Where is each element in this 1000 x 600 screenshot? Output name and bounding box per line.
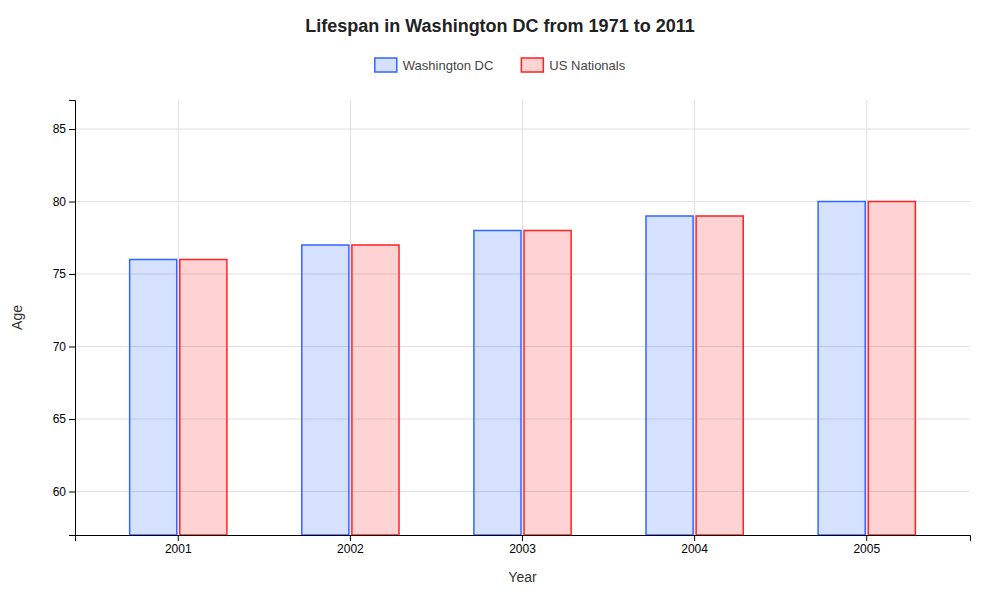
grid-line-x xyxy=(350,100,351,535)
x-tick: 2004 xyxy=(681,535,708,556)
bar xyxy=(474,231,521,536)
x-axis-line xyxy=(76,536,971,542)
bar xyxy=(130,260,177,536)
bar xyxy=(352,245,399,535)
y-tick-mark xyxy=(69,347,75,348)
y-axis-title: Age xyxy=(9,305,25,330)
bar xyxy=(524,231,571,536)
legend-item: US Nationals xyxy=(521,58,625,73)
bar-series xyxy=(130,202,866,536)
y-tick-label: 75 xyxy=(53,267,67,281)
chart-title: Lifespan in Washington DC from 1971 to 2… xyxy=(305,16,694,36)
plot-area: 2001 2002 2003 2004 2005 60 65 70 75 80 85 xyxy=(53,100,971,556)
x-tick-label: 2002 xyxy=(337,542,364,556)
y-tick-mark xyxy=(69,129,75,130)
x-tick-label: 2005 xyxy=(853,542,880,556)
y-tick: 65 xyxy=(53,412,75,426)
y-tick: 60 xyxy=(53,485,75,499)
legend: Washington DC US Nationals xyxy=(375,58,626,73)
legend-swatch xyxy=(521,58,543,72)
x-tick-label: 2004 xyxy=(681,542,708,556)
x-tick-label: 2003 xyxy=(509,542,536,556)
y-tick-mark xyxy=(69,492,75,493)
y-tick-mark xyxy=(69,419,75,420)
legend-item: Washington DC xyxy=(375,58,494,73)
y-tick-label: 80 xyxy=(53,195,67,209)
bar xyxy=(646,216,693,535)
legend-swatch xyxy=(375,58,397,72)
y-axis-line xyxy=(69,101,76,536)
x-tick: 2002 xyxy=(337,535,364,556)
bar-series xyxy=(180,202,916,536)
x-tick: 2005 xyxy=(853,535,880,556)
y-axis: 60 65 70 75 80 85 xyxy=(53,101,76,536)
legend-label: Washington DC xyxy=(403,58,494,73)
legend-label: US Nationals xyxy=(549,58,625,73)
x-tick-mark xyxy=(178,535,179,541)
x-tick: 2003 xyxy=(509,535,536,556)
y-tick: 70 xyxy=(53,340,75,354)
x-tick-mark xyxy=(866,535,867,541)
y-tick-mark xyxy=(69,202,75,203)
x-tick-label: 2001 xyxy=(165,542,192,556)
y-tick: 85 xyxy=(53,122,75,136)
y-tick-label: 65 xyxy=(53,412,67,426)
x-axis: 2001 2002 2003 2004 2005 xyxy=(76,535,971,556)
bar xyxy=(302,245,349,535)
y-tick-label: 60 xyxy=(53,485,67,499)
grid xyxy=(75,100,970,535)
chart-svg: 2001 2002 2003 2004 2005 60 65 70 75 80 85 Year Age L… xyxy=(0,0,1000,600)
grid-line-x xyxy=(866,100,867,535)
y-tick-mark xyxy=(69,274,75,275)
grid-line-x xyxy=(522,100,523,535)
x-axis-title: Year xyxy=(508,569,537,585)
bar xyxy=(180,260,227,536)
y-tick: 75 xyxy=(53,267,75,281)
chart-container: 2001 2002 2003 2004 2005 60 65 70 75 80 85 Year Age L… xyxy=(0,0,1000,600)
x-tick-mark xyxy=(522,535,523,541)
y-tick-label: 70 xyxy=(53,340,67,354)
bar xyxy=(696,216,743,535)
bars xyxy=(130,202,916,536)
grid-line-x xyxy=(178,100,179,535)
grid-line-x xyxy=(694,100,695,535)
bar xyxy=(818,202,865,536)
y-tick-label: 85 xyxy=(53,122,67,136)
bar xyxy=(868,202,915,536)
x-tick-mark xyxy=(694,535,695,541)
x-tick: 2001 xyxy=(165,535,192,556)
x-tick-mark xyxy=(350,535,351,541)
y-tick: 80 xyxy=(53,195,75,209)
